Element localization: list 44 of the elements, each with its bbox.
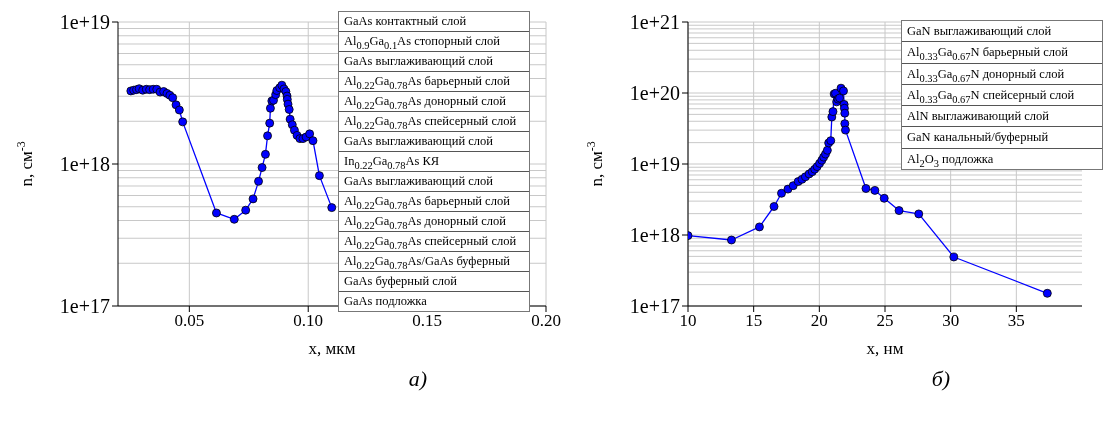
annotation: GaN выглаживающий слой bbox=[906, 23, 1053, 40]
text: а) bbox=[407, 366, 429, 392]
x-tick-label: 0.10 bbox=[293, 311, 324, 331]
annotation: GaAs выглаживающий слой bbox=[339, 131, 529, 151]
x-tick-label: 0.20 bbox=[531, 311, 561, 331]
x-tick-label: 35 bbox=[1007, 311, 1025, 331]
y-tick-label: 1e+18 bbox=[629, 224, 680, 247]
annotation: Al$_{0.33}$Ga$_{0.67}$N донорный слой bbox=[902, 62, 1102, 84]
annotation: GaN канальный/буферный bbox=[902, 126, 1102, 148]
x-tick-label: 15 bbox=[745, 311, 763, 331]
annotation: Al$_{0.22}$Ga$_{0.78}$As барьерный слой bbox=[339, 191, 529, 211]
annotation: Al$_{0.22}$Ga$_{0.78}$As спейсерный слой bbox=[339, 231, 529, 251]
annotation: Al$_{0.22}$Ga$_{0.78}$As/GaAs буферный bbox=[339, 251, 529, 271]
annotation: GaAs выглаживающий слой bbox=[339, 51, 529, 71]
annotation: Al$_{0.22}$Ga$_{0.78}$As барьерный слой bbox=[339, 71, 529, 91]
annotation: In$_{0.22}$Ga$_{0.78}$As КЯ bbox=[339, 151, 529, 171]
annotation: AlN выглаживающий слой bbox=[902, 105, 1102, 127]
y-tick-label: 1e+21 bbox=[629, 11, 680, 34]
x-tick-label: 30 bbox=[942, 311, 960, 331]
annotation: Al$_{2}$O$_{3}$ подложка bbox=[902, 147, 1102, 170]
x-axis-title: x, мкм bbox=[308, 339, 356, 358]
y-tick-label: 1e+19 bbox=[59, 11, 110, 34]
annotation: Al$_{0.33}$Ga$_{0.67}$N барьерный слой bbox=[902, 41, 1102, 63]
y-tick-label: 1e+20 bbox=[629, 82, 680, 105]
annotation: GaAs выглаживающий слой bbox=[339, 171, 529, 191]
annotation: GaAs контактный слой bbox=[343, 13, 468, 30]
y-tick-label: 1e+19 bbox=[629, 153, 680, 176]
x-tick-label: 0.05 bbox=[174, 311, 205, 331]
annotation: Al$_{0.33}$Ga$_{0.67}$N спейсерный слой bbox=[902, 83, 1102, 106]
annotation: Al$_{0.22}$Ga$_{0.78}$As спейсерный слой bbox=[339, 111, 529, 131]
y-tick-label: 1e+17 bbox=[629, 295, 680, 318]
x-tick-label: 10 bbox=[679, 311, 697, 331]
y-tick-label: 1e+17 bbox=[59, 295, 110, 318]
annotation: GaAs буферный слой bbox=[339, 271, 529, 291]
annotation: Al$_{0.9}$Ga$_{0.1}$As стопорный слой bbox=[339, 31, 529, 51]
annotation: Al$_{0.22}$Ga$_{0.78}$As донорный слой bbox=[339, 211, 529, 231]
y-tick-label: 1e+18 bbox=[59, 153, 110, 176]
x-tick-label: 20 bbox=[810, 311, 828, 331]
annotation: GaAs подложка bbox=[339, 291, 529, 311]
text: б) bbox=[930, 366, 952, 392]
x-tick-label: 25 bbox=[876, 311, 894, 331]
x-tick-label: 0.15 bbox=[412, 311, 442, 331]
annotation: Al$_{0.22}$Ga$_{0.78}$As донорный слой bbox=[339, 91, 529, 111]
x-axis-title: x, нм bbox=[866, 339, 904, 358]
